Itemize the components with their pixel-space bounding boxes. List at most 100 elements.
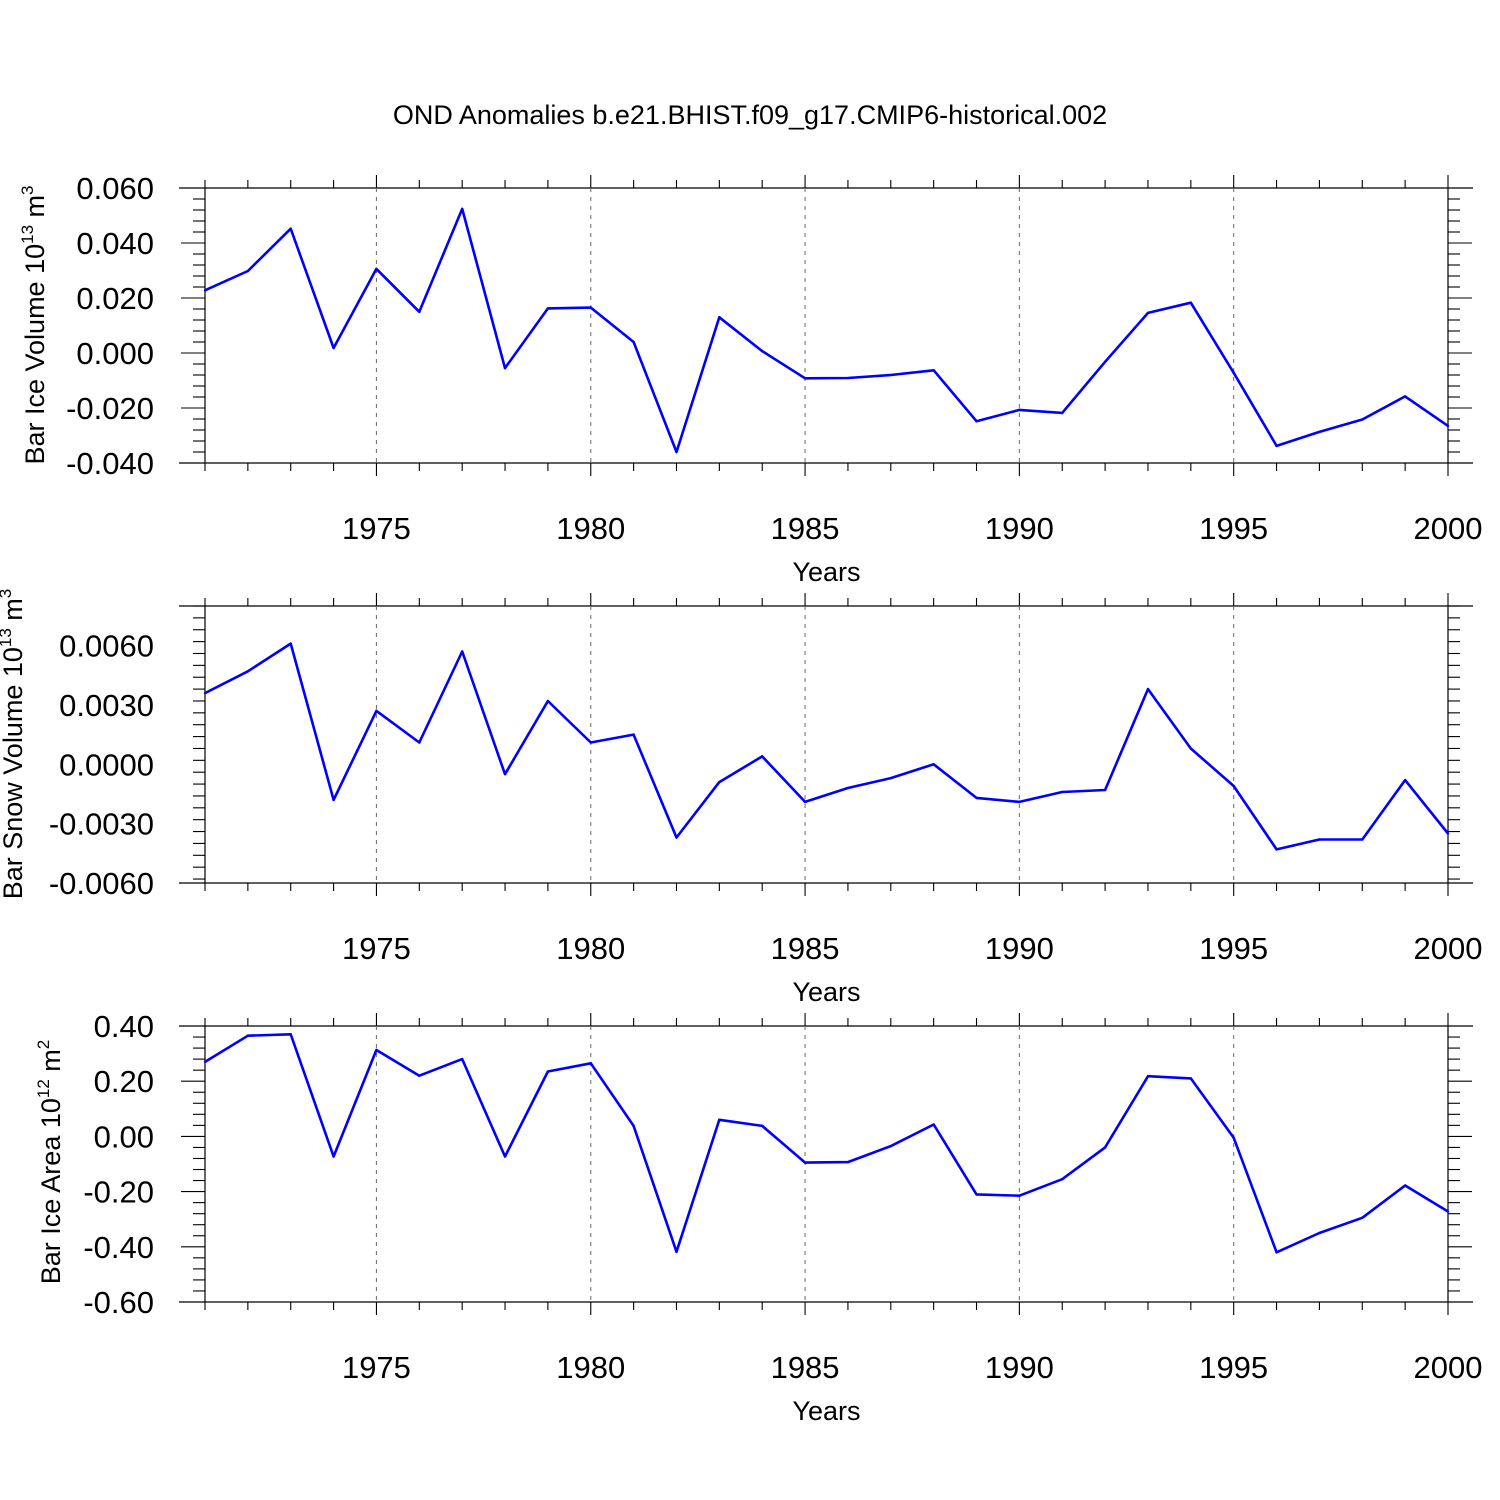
data-point [1018,800,1021,804]
data-point [418,310,421,313]
x-axis-label: Years [792,1396,860,1426]
chart-title: OND Anomalies b.e21.BHIST.f09_g17.CMIP6-… [393,100,1107,130]
y-tick-label: 0.0000 [59,747,154,782]
data-point [246,269,250,273]
data-point [975,420,978,423]
x-tick-label: 1975 [342,1350,411,1385]
data-point [761,349,764,353]
data-point [203,691,207,695]
data-point [460,650,464,653]
y-axis-label-text: Bar Ice Area 10 [36,1098,66,1284]
y-tick-label: -0.040 [66,446,154,481]
x-axis-label: Years [792,557,860,587]
y-axis-label-exp: 13 [18,225,37,244]
data-point [632,733,635,736]
data-point [1061,411,1064,415]
data-point [1403,778,1407,782]
data-point [1103,788,1107,792]
data-point [1232,1136,1235,1139]
data-point [1103,360,1107,363]
data-point [1403,1184,1407,1187]
data-point [589,1062,592,1065]
data-point [203,289,207,292]
data-point [889,373,892,377]
data-point [546,307,550,310]
data-point [375,709,378,713]
data-point [718,316,721,319]
y-tick-label: -0.0060 [49,866,154,901]
data-point [1146,687,1150,691]
y-tick-label: 0.040 [76,226,154,261]
data-point [203,1060,207,1064]
x-tick-label: 1985 [771,1350,840,1385]
y-tick-label: 0.060 [76,171,154,206]
y-axis-label-exp: 12 [34,1079,53,1098]
data-point [1232,371,1235,374]
data-point [1189,1077,1193,1080]
data-point [1103,1146,1107,1149]
data-point [1446,1210,1450,1213]
data-point [1403,395,1407,398]
data-point [1318,838,1321,841]
y-axis-label-unit-exp: 2 [34,1040,53,1049]
x-tick-label: 1985 [771,511,840,546]
panels: 0.060 0.040 0.020 0.000 -0.020 -0.040 1975 1980… [0,171,1482,1426]
data-point [1232,784,1235,788]
data-point [1189,747,1193,750]
data-point [460,1057,464,1061]
data-point [975,796,978,800]
x-tick-label: 2000 [1414,1350,1483,1385]
data-point [1446,424,1450,428]
data-point [418,1074,421,1077]
y-axis-label-unit: m [0,598,28,628]
data-point [846,1160,850,1164]
data-point [803,1161,807,1164]
data-point [375,1048,378,1052]
x-tick-label: 1980 [556,931,625,966]
data-point [332,798,335,802]
x-tick-label: 1990 [985,931,1054,966]
data-point [632,340,635,344]
data-point [546,699,550,703]
x-tick-label: 1990 [985,511,1054,546]
y-tick-label: -0.20 [83,1175,154,1210]
y-axis-label-unit: m [20,195,50,225]
x-tick-label: 1995 [1199,1350,1268,1385]
x-tick-label: 1990 [985,1350,1054,1385]
data-point [632,1124,635,1128]
data-point [1061,1177,1064,1181]
y-tick-label: 0.000 [76,336,154,371]
y-axis-label-unit-exp: 3 [18,185,37,194]
y-axis-label-exp: 13 [0,628,15,647]
data-point [846,376,850,380]
data-point [546,1070,550,1073]
x-tick-label: 2000 [1414,931,1483,966]
panel-1: 0.060 0.040 0.020 0.000 -0.020 -0.040 1975 1980… [18,171,1482,587]
x-tick-label: 1975 [342,931,411,966]
data-point [889,776,892,780]
data-point [675,450,678,454]
x-tick-label: 2000 [1414,511,1483,546]
data-point [1189,301,1193,304]
panel-2: 0.0060 0.0030 0.0000 -0.0030 -0.0060 1975 1980… [0,589,1482,1007]
y-tick-label: 0.00 [94,1119,154,1154]
data-point [803,377,807,380]
data-point [1361,418,1364,421]
data-point [1318,430,1321,434]
data-point [932,369,935,372]
x-tick-label: 1975 [342,511,411,546]
x-axis-label: Years [792,977,860,1007]
data-point [1446,832,1450,835]
y-axis-label-text: Bar Snow Volume 10 [0,647,28,899]
data-point [718,1118,721,1122]
x-tick-label: 1980 [556,511,625,546]
data-point [375,267,378,271]
data-point [418,741,421,744]
data-point [718,780,721,784]
data-point [1146,311,1150,315]
data-point [1018,1194,1021,1197]
data-point [460,207,464,211]
data-point [675,1250,678,1253]
y-tick-label: -0.60 [83,1285,154,1320]
